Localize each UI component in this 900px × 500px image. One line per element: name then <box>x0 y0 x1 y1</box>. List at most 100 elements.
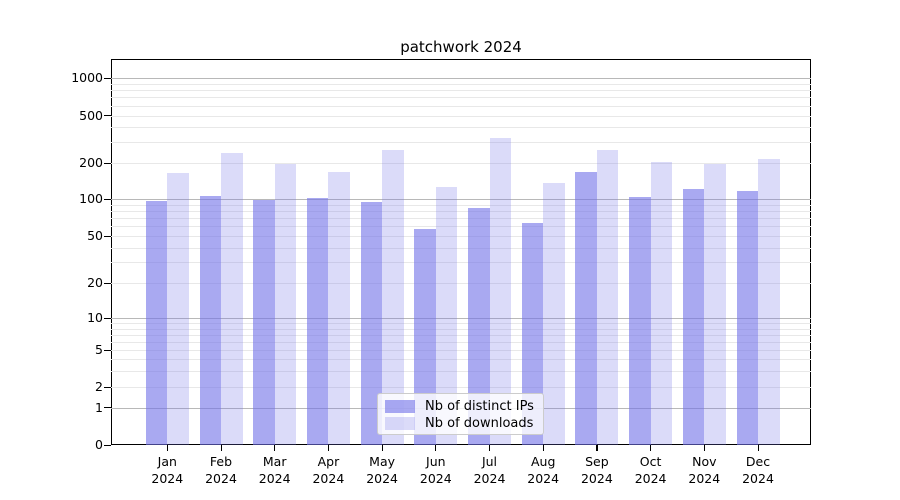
x-tick-label: Sep 2024 <box>580 454 613 486</box>
legend-label-downloads: Nb of downloads <box>425 416 534 431</box>
x-tick-label: Dec 2024 <box>742 454 774 486</box>
ips-bar <box>682 189 705 445</box>
x-tick-mark <box>220 445 222 451</box>
ips-bar <box>521 222 544 445</box>
downloads-bar <box>328 172 350 445</box>
y-tick-label: 2 <box>95 379 103 394</box>
y-tick-label: 100 <box>79 191 103 207</box>
x-tick-label: Jun 2024 <box>419 454 452 486</box>
ips-bar <box>468 207 490 445</box>
x-tick-label: May 2024 <box>366 454 398 486</box>
ips-bar <box>360 202 383 445</box>
minor-gridline <box>111 115 811 117</box>
legend-row-ips: Nb of distinct IPs <box>385 398 537 415</box>
ips-bar <box>629 196 651 445</box>
x-tick-mark <box>596 445 598 451</box>
downloads-bar <box>650 161 673 445</box>
downloads-bar <box>435 187 458 445</box>
y-tick-mark <box>104 317 111 319</box>
minor-gridline <box>111 262 811 264</box>
y-tick-label: 50 <box>87 228 103 243</box>
x-tick-label: Apr 2024 <box>312 454 345 486</box>
y-tick-label: 1000 <box>71 70 103 86</box>
x-tick-mark <box>650 445 652 451</box>
legend: Nb of distinct IPs Nb of downloads <box>377 393 544 435</box>
downloads-bar <box>758 159 780 445</box>
y-tick-label: 20 <box>87 275 103 291</box>
downloads-bar <box>274 164 297 445</box>
y-tick-mark <box>104 198 111 200</box>
minor-gridline <box>111 97 811 99</box>
minor-gridline <box>111 350 811 351</box>
y-tick-mark <box>104 115 111 117</box>
downloads-bar <box>596 150 619 445</box>
x-tick-mark <box>327 445 330 451</box>
y-tick-label: 10 <box>87 310 103 326</box>
ips-bar <box>199 195 221 445</box>
downloads-bar <box>489 138 511 445</box>
minor-gridline <box>111 127 811 129</box>
downloads-bar <box>543 182 565 445</box>
y-tick-label: 500 <box>79 107 103 123</box>
ips-bar <box>145 201 168 445</box>
downloads-bar <box>221 152 243 445</box>
minor-gridline <box>111 236 811 237</box>
minor-gridline <box>111 226 811 228</box>
x-tick-mark <box>435 445 437 451</box>
y-tick-mark <box>104 444 111 446</box>
y-tick-mark <box>104 349 111 351</box>
minor-gridline <box>111 370 811 372</box>
minor-gridline <box>111 323 811 325</box>
minor-gridline <box>111 341 811 343</box>
legend-row-downloads: Nb of downloads <box>385 415 537 432</box>
downloads-bar <box>167 172 189 445</box>
y-tick-mark <box>104 407 111 409</box>
minor-gridline <box>111 142 811 144</box>
minor-gridline <box>111 105 811 107</box>
y-tick-label: 0 <box>95 437 103 452</box>
x-tick-label: Nov 2024 <box>688 454 721 486</box>
minor-gridline <box>111 211 811 213</box>
y-tick-mark <box>104 77 111 79</box>
x-tick-mark <box>166 445 168 451</box>
ips-bar <box>253 200 275 445</box>
ips-series-swatch-icon <box>385 400 415 413</box>
y-tick-mark <box>104 235 111 237</box>
minor-gridline <box>111 283 811 285</box>
downloads-bar <box>382 150 404 445</box>
minor-gridline <box>111 204 811 206</box>
minor-gridline <box>111 83 811 85</box>
minor-gridline <box>111 90 811 92</box>
chart-title: patchwork 2024 <box>400 38 522 56</box>
x-tick-mark <box>703 445 705 451</box>
minor-gridline <box>111 163 811 165</box>
major-gridline <box>111 78 811 80</box>
ips-bar <box>414 229 436 445</box>
x-tick-mark <box>381 445 383 451</box>
minor-gridline <box>111 218 811 220</box>
y-tick-mark <box>104 386 111 388</box>
x-tick-label: Feb 2024 <box>205 454 237 486</box>
x-tick-label: Jan 2024 <box>151 454 184 486</box>
minor-gridline <box>111 334 811 336</box>
y-tick-label: 200 <box>79 155 103 171</box>
gridlines-layer <box>111 59 811 445</box>
x-tick-label: Aug 2024 <box>527 454 560 486</box>
y-tick-mark <box>104 162 111 164</box>
major-gridline <box>111 199 811 201</box>
minor-gridline <box>111 359 811 360</box>
x-tick-label: Jul 2024 <box>473 454 506 486</box>
x-tick-label: Mar 2024 <box>258 454 291 486</box>
x-tick-mark <box>489 445 491 451</box>
bars-layer <box>111 59 811 445</box>
x-tick-mark <box>757 445 759 451</box>
ips-bar <box>575 172 597 445</box>
downloads-bar <box>704 164 726 445</box>
y-tick-mark <box>104 282 111 284</box>
minor-gridline <box>111 387 811 388</box>
minor-gridline <box>111 328 811 330</box>
ips-bar <box>736 191 758 445</box>
ips-bar <box>306 198 329 445</box>
y-tick-label: 1 <box>95 399 103 415</box>
